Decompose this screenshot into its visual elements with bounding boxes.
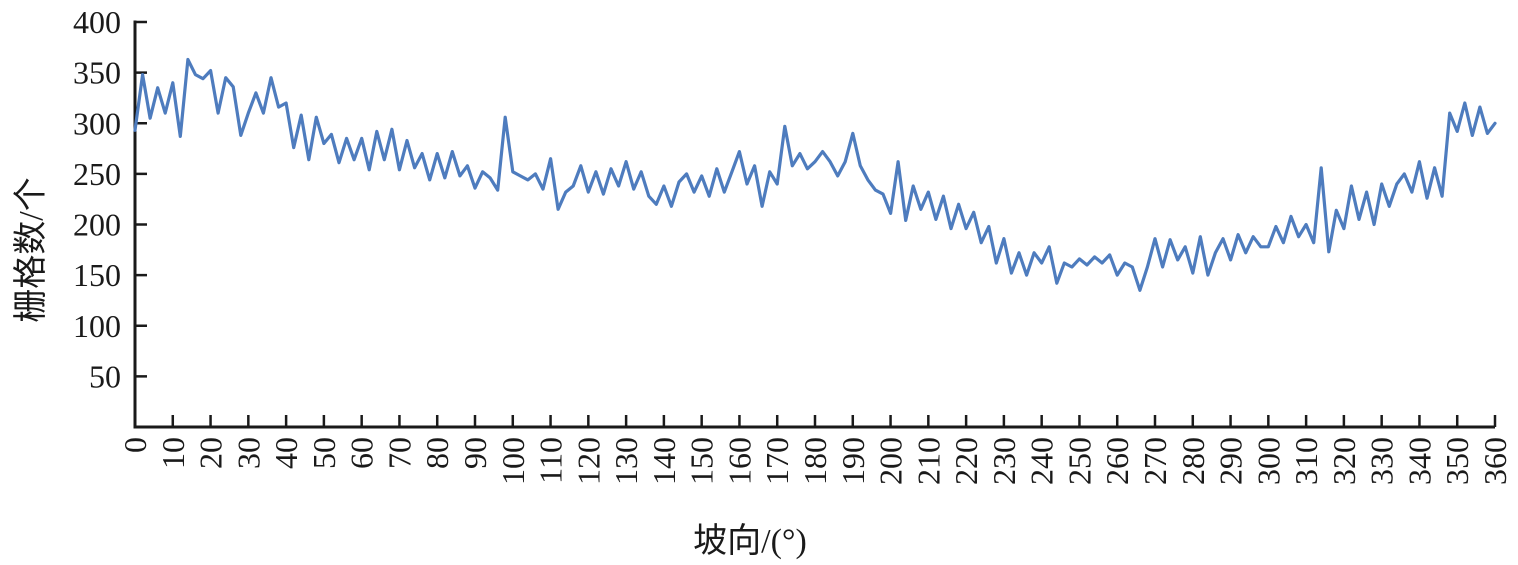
x-axis-tick-label: 170 <box>759 437 795 485</box>
y-axis-tick-label: 350 <box>73 55 121 91</box>
x-axis-tick-label: 30 <box>230 437 266 469</box>
x-axis-tick-label: 350 <box>1439 437 1475 485</box>
x-axis-title: 坡向/(°) <box>693 522 807 560</box>
x-axis-tick-label: 270 <box>1137 437 1173 485</box>
y-axis-tick-label: 150 <box>73 257 121 293</box>
x-axis-tick-label: 240 <box>1024 437 1060 485</box>
x-axis-tick-label: 80 <box>419 437 455 469</box>
y-axis-title: 栅格数/个 <box>12 177 50 322</box>
y-axis-tick-label: 100 <box>73 308 121 344</box>
x-axis-tick-label: 140 <box>646 437 682 485</box>
y-axis-tick-label: 250 <box>73 156 121 192</box>
x-axis-tick-label: 0 <box>117 437 153 453</box>
x-axis-tick-label: 100 <box>495 437 531 485</box>
x-axis-tick-label: 90 <box>457 437 493 469</box>
x-axis-tick-label: 320 <box>1326 437 1362 485</box>
y-axis-tick-label: 300 <box>73 105 121 141</box>
x-axis-tick-label: 190 <box>835 437 871 485</box>
x-axis-tick-label: 110 <box>533 437 569 484</box>
x-axis-tick-label: 150 <box>684 437 720 485</box>
x-axis-tick-label: 220 <box>948 437 984 485</box>
x-axis-tick-label: 130 <box>608 437 644 485</box>
x-axis-tick-label: 180 <box>797 437 833 485</box>
x-axis-tick-label: 280 <box>1175 437 1211 485</box>
y-axis-tick-label: 400 <box>73 4 121 40</box>
y-axis-tick-label: 50 <box>89 358 121 394</box>
x-axis-tick-label: 210 <box>910 437 946 485</box>
x-axis-tick-label: 290 <box>1213 437 1249 485</box>
x-axis-tick-label: 70 <box>381 437 417 469</box>
y-axis-tick-label: 200 <box>73 207 121 243</box>
x-axis-tick-label: 230 <box>986 437 1022 485</box>
x-axis-tick-label: 120 <box>570 437 606 485</box>
x-axis-tick-label: 10 <box>155 437 191 469</box>
x-axis-tick-label: 340 <box>1401 437 1437 485</box>
series-line <box>133 57 1497 292</box>
x-axis-tick-label: 60 <box>344 437 380 469</box>
x-axis-tick-label: 250 <box>1061 437 1097 485</box>
x-axis-tick-label: 20 <box>193 437 229 469</box>
x-axis-tick-label: 260 <box>1099 437 1135 485</box>
x-axis-tick-label: 360 <box>1477 437 1513 485</box>
x-axis-tick-label: 200 <box>873 437 909 485</box>
x-axis-tick-label: 50 <box>306 437 342 469</box>
x-axis-tick-label: 330 <box>1364 437 1400 485</box>
x-axis-tick-label: 40 <box>268 437 304 469</box>
x-axis-tick-label: 310 <box>1288 437 1324 485</box>
x-axis-tick-label: 300 <box>1250 437 1286 485</box>
x-axis-tick-label: 160 <box>721 437 757 485</box>
